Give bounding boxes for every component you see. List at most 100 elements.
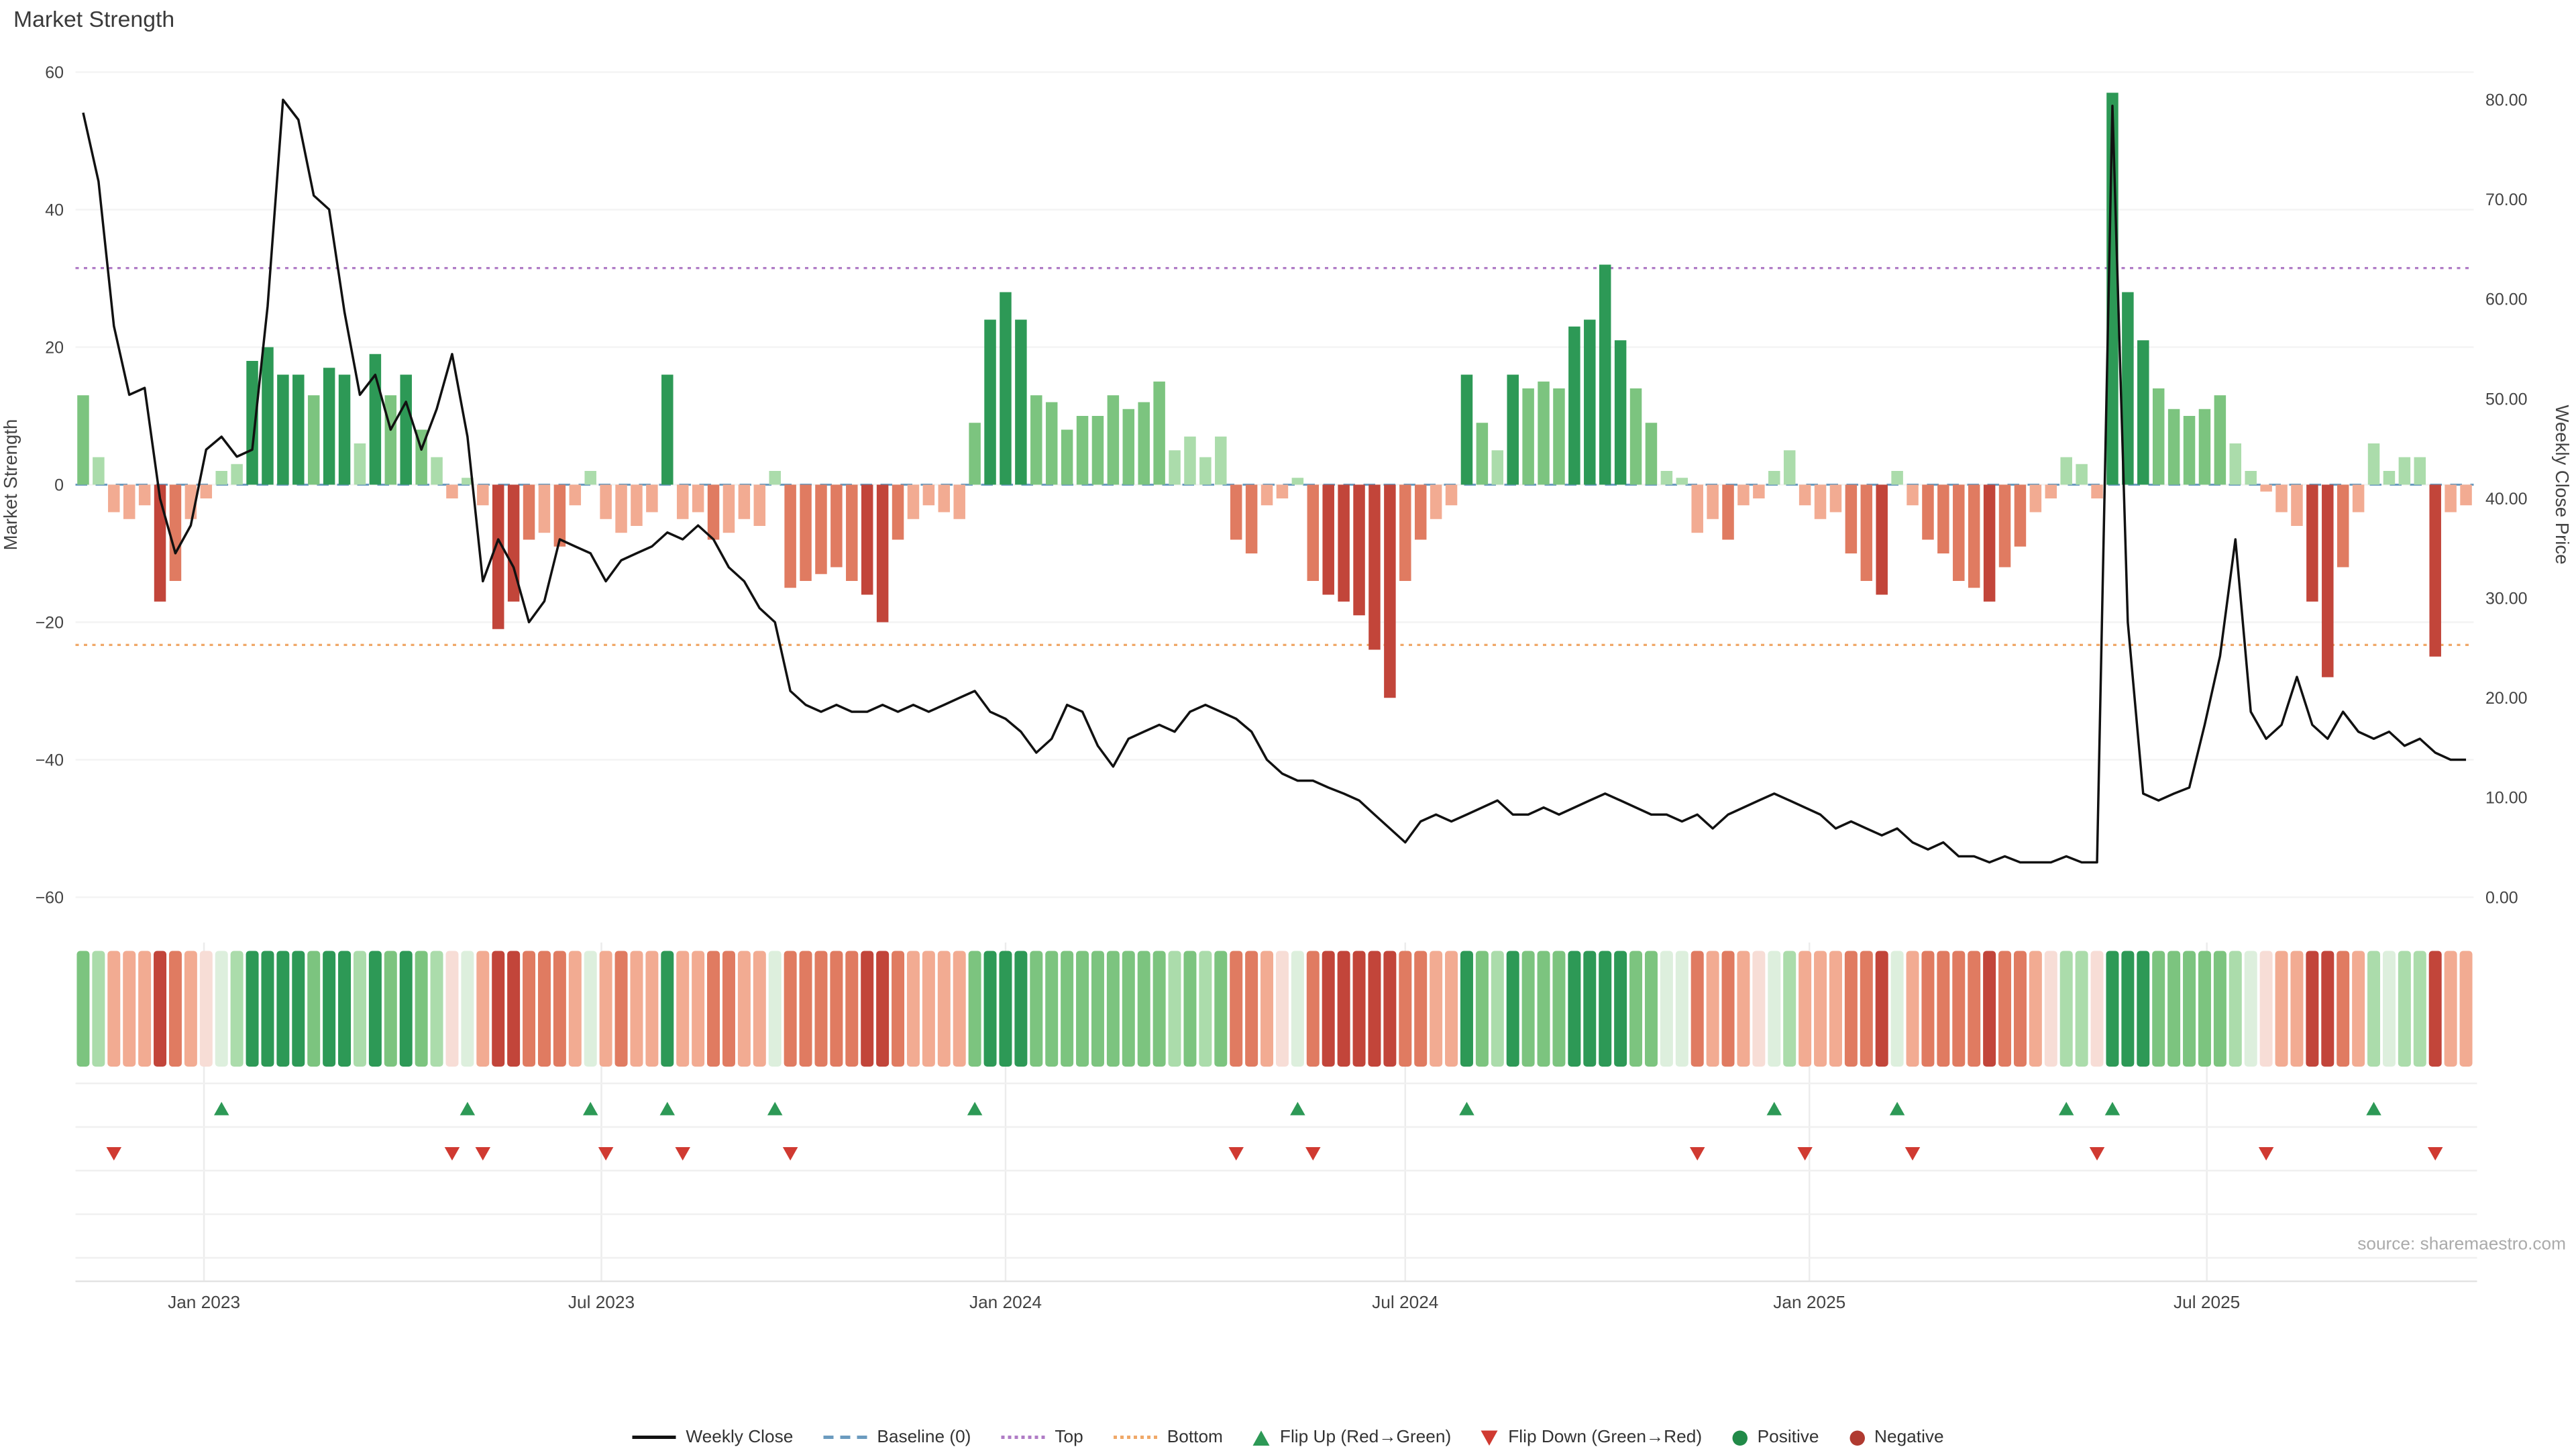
heatmap-cell — [246, 951, 259, 1067]
heatmap-cell — [1475, 951, 1489, 1067]
strength-bar — [1953, 484, 1965, 581]
heatmap-cell — [261, 951, 274, 1067]
legend-item-weekly-close[interactable]: Weekly Close — [632, 1428, 793, 1448]
strength-bar — [1199, 457, 1212, 485]
flip-up-marker — [967, 1102, 983, 1116]
heatmap-cell — [1368, 951, 1381, 1067]
strength-bar — [307, 395, 320, 485]
legend-line-swatch-icon — [1113, 1436, 1157, 1439]
strength-bar — [2245, 471, 2257, 485]
heatmap-cell — [2337, 951, 2350, 1067]
flip-down-marker — [1797, 1147, 1813, 1161]
strength-bar — [400, 374, 412, 485]
right-tick-label: 50.00 — [2485, 390, 2528, 409]
heatmap-cell — [1814, 951, 1827, 1067]
heatmap-cell — [1260, 951, 1274, 1067]
strength-bar — [2291, 484, 2303, 526]
flip-up-marker — [767, 1102, 783, 1116]
strength-bar — [707, 484, 720, 540]
heatmap-cell — [845, 951, 859, 1067]
strength-bar — [1384, 484, 1396, 698]
strength-bar — [2414, 457, 2426, 485]
heatmap-cell — [92, 951, 105, 1067]
strength-bar — [2260, 484, 2272, 492]
right-tick-label: 70.00 — [2485, 191, 2528, 209]
flip-down-marker — [106, 1147, 122, 1161]
strength-bar — [830, 484, 843, 568]
legend-item-flip-up-red-green[interactable]: Flip Up (Red→Green) — [1252, 1428, 1451, 1448]
strength-bar — [200, 484, 213, 498]
heatmap-cell — [1906, 951, 1919, 1067]
legend-label: Positive — [1757, 1427, 1819, 1448]
heatmap-cell — [953, 951, 966, 1067]
strength-bar — [600, 484, 612, 519]
strength-bar — [1553, 388, 1565, 485]
heatmap-cell — [1045, 951, 1059, 1067]
strength-bar — [431, 457, 443, 485]
strength-bar — [661, 374, 674, 485]
strength-bar — [2137, 340, 2149, 485]
legend-label: Bottom — [1167, 1427, 1223, 1448]
strength-bar — [93, 457, 105, 485]
legend-item-positive[interactable]: Positive — [1732, 1428, 1819, 1448]
heatmap-cell — [1752, 951, 1766, 1067]
heatmap-cell — [1306, 951, 1320, 1067]
strength-bar — [800, 484, 812, 581]
heatmap-cell — [1014, 951, 1028, 1067]
strength-bar — [1876, 484, 1888, 595]
flip-down-marker — [598, 1147, 614, 1161]
strength-bar — [323, 368, 335, 485]
left-tick-label: 0 — [54, 476, 64, 494]
heatmap-cell — [1291, 951, 1304, 1067]
heatmap-cell — [983, 951, 997, 1067]
strength-bar — [1000, 292, 1012, 485]
heatmap-cell — [599, 951, 612, 1067]
legend-dot-icon — [1849, 1430, 1865, 1445]
heatmap-cell — [784, 951, 797, 1067]
heatmap-cell — [1644, 951, 1658, 1067]
x-tick-label: Jul 2023 — [568, 1292, 635, 1312]
heatmap-cell — [1768, 951, 1781, 1067]
heatmap-cell — [353, 951, 366, 1067]
heatmap-cell — [1199, 951, 1212, 1067]
strength-bar — [2429, 484, 2441, 657]
strength-bar — [1045, 402, 1058, 485]
heatmap-cell — [1952, 951, 1966, 1067]
strength-bar — [1645, 423, 1658, 485]
heatmap-cell — [1275, 951, 1289, 1067]
strength-bar — [123, 484, 136, 519]
strength-bar — [876, 484, 889, 623]
legend-item-bottom[interactable]: Bottom — [1113, 1427, 1223, 1448]
heatmap-cell — [1721, 951, 1735, 1067]
heatmap-cell — [2259, 951, 2273, 1067]
strength-bar — [262, 347, 274, 485]
heatmap-cell — [537, 951, 551, 1067]
heatmap-cell — [230, 951, 244, 1067]
heatmap-cell — [2459, 951, 2473, 1067]
heatmap-cell — [2106, 951, 2119, 1067]
left-tick-label: −20 — [36, 613, 64, 632]
heatmap-cell — [1506, 951, 1519, 1067]
heatmap-cell — [384, 951, 397, 1067]
strength-bar — [108, 484, 120, 513]
x-tick-label: Jan 2025 — [1773, 1292, 1845, 1312]
strength-bar — [1061, 429, 1073, 485]
strength-bar — [1368, 484, 1381, 650]
strength-bar — [292, 374, 305, 485]
legend-item-top[interactable]: Top — [1001, 1428, 1083, 1448]
legend-item-baseline-0[interactable]: Baseline (0) — [823, 1428, 971, 1448]
right-tick-label: 20.00 — [2485, 689, 2528, 708]
heatmap-cell — [154, 951, 167, 1067]
heatmap-cell — [523, 951, 536, 1067]
legend-item-negative[interactable]: Negative — [1849, 1428, 1944, 1448]
strength-bar — [1138, 402, 1150, 485]
strength-bar — [2029, 484, 2042, 513]
chart-title: Market Strength — [13, 7, 175, 32]
flip-up-marker — [1290, 1102, 1305, 1116]
heatmap-cell — [1583, 951, 1597, 1067]
legend: Weekly Close Baseline (0) Top Bottom Flip Up… — [0, 1428, 2576, 1448]
flip-up-marker — [1459, 1102, 1474, 1116]
legend-item-flip-down-green-red[interactable]: Flip Down (Green→Red) — [1481, 1428, 1702, 1448]
heatmap-cell — [2183, 951, 2196, 1067]
strength-bar — [953, 484, 965, 519]
